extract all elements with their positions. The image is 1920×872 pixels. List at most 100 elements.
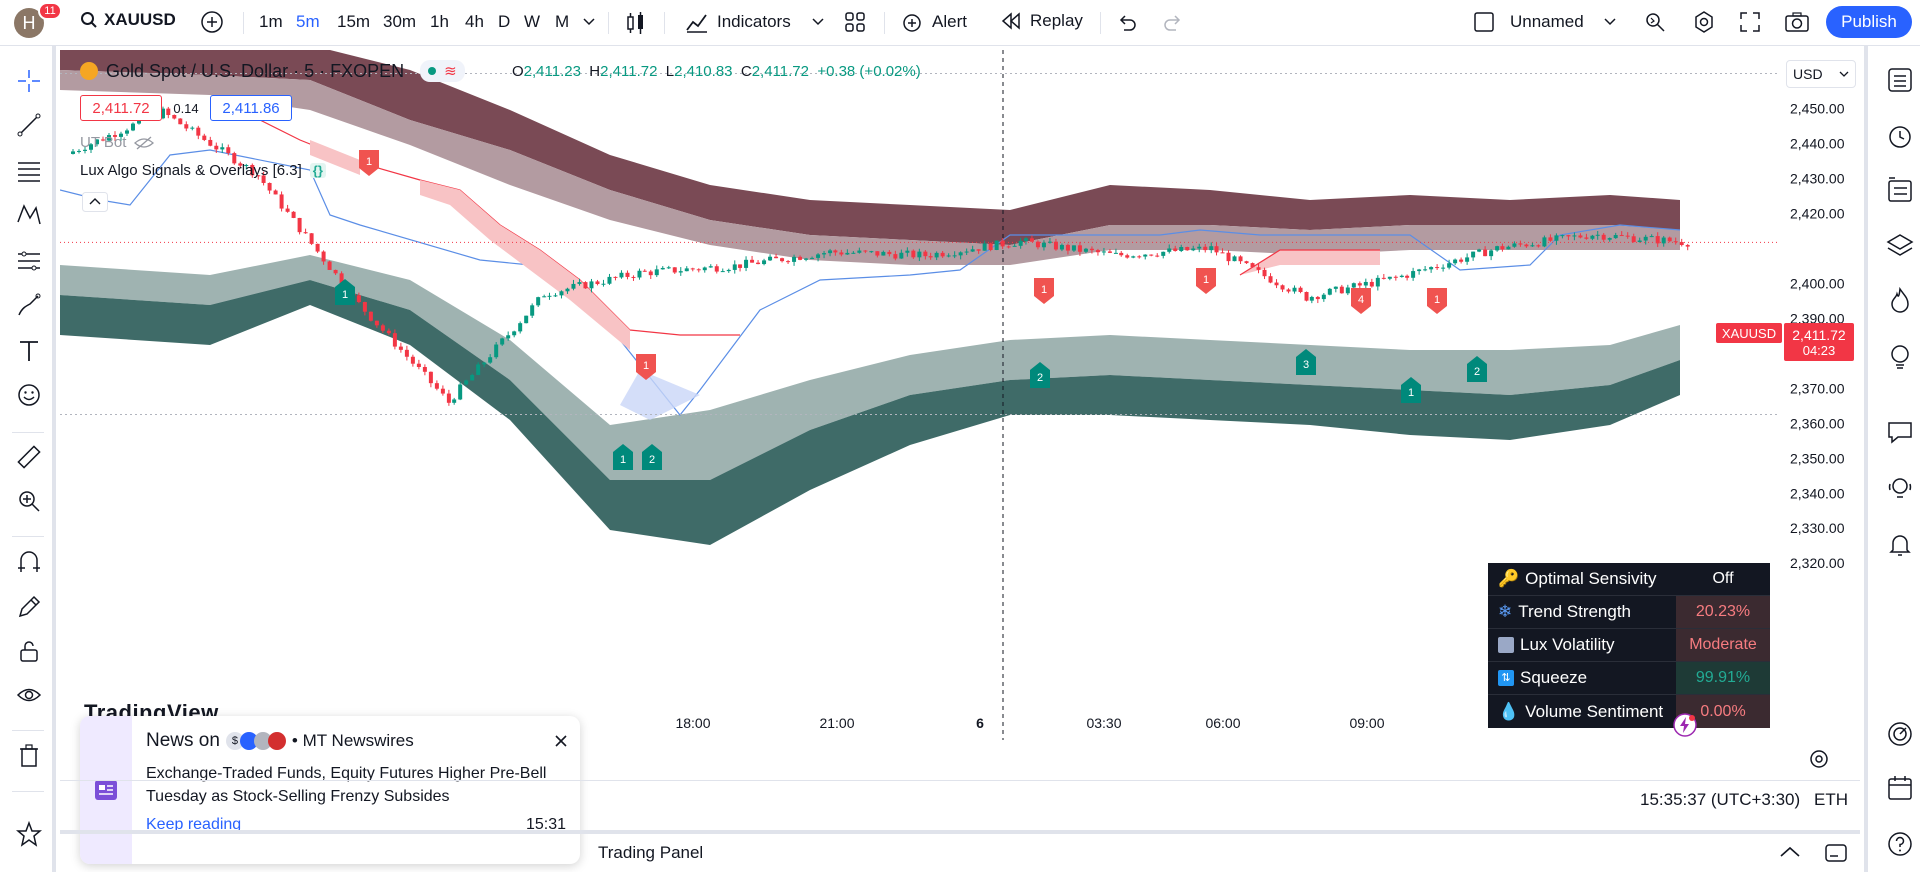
object-tree-icon[interactable] [1886,176,1914,204]
keep-reading-link[interactable]: Keep reading [146,816,242,833]
emoji-smile-icon[interactable] [16,382,42,408]
trading-compass-icon[interactable] [1886,720,1914,748]
candle [780,258,785,262]
buy-signal-marker[interactable]: 1 [613,444,633,470]
market-status[interactable]: ≋ [420,60,465,82]
eye-hide-icon[interactable] [16,682,42,708]
buy-signal-marker[interactable]: 2 [642,444,662,470]
chevron-down-icon[interactable] [1603,17,1617,27]
ruler-icon[interactable] [16,444,42,470]
sell-signal-marker[interactable]: 1 [1034,278,1054,304]
buy-signal-marker[interactable]: 2 [1467,356,1487,382]
trading-panel-tab[interactable]: Trading Panel [598,843,704,862]
divider [884,12,885,34]
sell-price-button[interactable]: 2,411.72 [80,95,162,121]
price-axis[interactable]: 2,460.002,450.002,440.002,430.002,420.00… [1790,66,1845,572]
templates-grid-icon[interactable] [843,10,867,34]
panel-divider[interactable] [60,830,1860,834]
zoom-in-icon[interactable] [16,488,42,514]
lock-open-icon[interactable] [16,638,42,664]
maximize-panel-icon[interactable] [1824,842,1848,864]
collapse-legend-icon[interactable] [82,192,108,212]
quick-search-icon[interactable] [1643,10,1667,34]
alerts-clock-icon[interactable] [1886,122,1914,150]
currency-select[interactable]: USD [1786,60,1856,88]
sell-signal-marker[interactable]: 1 [636,354,656,380]
sell-signal-marker[interactable]: 1 [1196,268,1216,294]
news-headline[interactable]: Exchange-Traded Funds, Equity Futures Hi… [146,765,547,805]
session-toggle[interactable]: ETH [1814,790,1848,809]
layers-icon[interactable] [1886,232,1914,260]
close-icon[interactable] [554,734,568,748]
brush-icon[interactable] [16,292,42,318]
alert-button[interactable]: Alert [900,10,967,34]
timeframe-30m[interactable]: 30m [383,12,417,31]
help-question-icon[interactable] [1886,830,1914,858]
prediction-measure-icon[interactable] [16,248,42,274]
chat-icon[interactable] [1886,418,1914,446]
magnet-icon[interactable] [16,549,42,575]
timeframe-w[interactable]: W [524,12,541,31]
candle [631,276,636,278]
timeframe-15m[interactable]: 15m [337,12,371,31]
publish-button[interactable]: Publish [1826,6,1912,38]
star-favorites-icon[interactable] [16,821,42,847]
trash-icon[interactable] [16,743,42,769]
trend-line-icon[interactable] [16,112,42,138]
fib-retracement-icon[interactable] [16,158,42,184]
source-code-icon[interactable]: {} [309,163,326,178]
indicator-ut-bot[interactable]: UT Bot [80,134,155,151]
redo-icon[interactable] [1162,12,1184,34]
notifications-bell-icon[interactable] [1886,530,1914,558]
candles-chart-type-icon[interactable] [624,10,648,36]
buy-signal-marker[interactable]: 3 [1296,349,1316,375]
timeframe-4h[interactable]: 4h [465,12,484,31]
ideas-stream-icon[interactable] [1886,474,1914,502]
buy-signal-shape [613,444,633,470]
crosshair-icon[interactable] [16,68,42,94]
replay-button[interactable]: Replay [1000,10,1083,32]
timezone-clock[interactable]: 15:35:37 (UTC+3:30) [1640,790,1801,809]
buy-signal-marker[interactable]: 1 [1401,377,1421,403]
indicator-lux-algo[interactable]: Lux Algo Signals & Overlays [6.3] {} [80,162,326,179]
table-row: 💧 Volume Sentiment 0.00% [1488,695,1770,728]
undo-icon[interactable] [1116,12,1138,34]
candle [1679,242,1684,246]
timeframe-1m[interactable]: 1m [259,12,283,31]
fullscreen-icon[interactable] [1738,10,1762,34]
hotlists-flame-icon[interactable] [1886,286,1914,314]
indicators-button[interactable]: Indicators [685,10,791,34]
sell-signal-marker[interactable]: 1 [359,150,379,176]
chevron-down-icon[interactable] [582,17,596,27]
text-tool-icon[interactable] [16,338,42,364]
sell-signal-marker[interactable]: 4 [1351,288,1371,314]
settings-gear-icon[interactable] [1692,10,1716,34]
layout-name-button[interactable]: Unnamed [1472,10,1584,34]
signal-label: 2 [1474,366,1480,378]
timeframe-d[interactable]: D [498,12,511,31]
pattern-xabcd-icon[interactable] [16,202,42,228]
watchlist-icon[interactable] [1886,66,1914,94]
chevron-down-icon[interactable] [811,17,825,27]
compare-symbol-button[interactable] [200,10,224,34]
buy-signal-marker[interactable]: 2 [1030,362,1050,388]
buy-price-button[interactable]: 2,411.86 [210,95,292,121]
lightning-badge-icon[interactable] [1672,712,1698,738]
symbol-search-button[interactable]: XAUUSD [80,10,176,30]
drawing-lock-pencil-icon[interactable] [16,594,42,620]
buy-signal-marker[interactable]: 1 [335,279,355,305]
sell-signal-marker[interactable]: 1 [1427,288,1447,314]
chart-settings-icon[interactable] [1808,748,1830,770]
timeframe-1h[interactable]: 1h [430,12,449,31]
symbol-legend[interactable]: Gold Spot / U.S. Dollar · 5 · FXOPEN ≋ [80,60,465,82]
eye-hidden-icon[interactable] [134,135,155,151]
ideas-lightbulb-icon[interactable] [1886,342,1914,370]
timeframe-m[interactable]: M [555,12,570,31]
timeframe-5m[interactable]: 5m [296,12,320,31]
chevron-up-icon[interactable] [1778,844,1802,860]
camera-icon[interactable] [1784,10,1810,34]
calendar-icon[interactable] [1886,774,1914,802]
news-popup[interactable]: News on $ • MT Newswires Exchange-Traded… [80,716,580,864]
divider [12,536,44,537]
